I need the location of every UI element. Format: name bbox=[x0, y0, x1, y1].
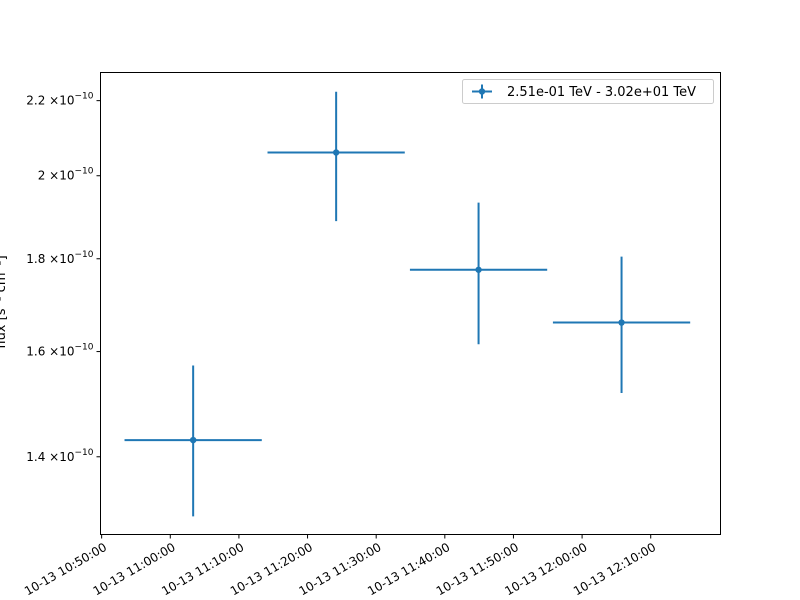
legend-label: 2.51e-01 TeV - 3.02e+01 TeV bbox=[507, 85, 696, 100]
y-tick-label: 1.6 ×10−10 bbox=[26, 343, 94, 359]
legend-marker-icon bbox=[478, 88, 486, 95]
y-axis: 1.4 ×10−10 1.6 ×10−10 1.8 ×10−10 2 ×10−10 2.… bbox=[26, 92, 101, 464]
point-marker bbox=[475, 266, 482, 273]
y-tick-label: 1.4 ×10−10 bbox=[26, 448, 94, 464]
y-tick-label: 2 ×10−10 bbox=[38, 167, 94, 183]
y-axis-label: flux [s⁻¹ cm⁻²] bbox=[0, 255, 9, 348]
data-point bbox=[267, 91, 405, 222]
point-marker bbox=[618, 319, 625, 326]
y-tick-label: 2.2 ×10−10 bbox=[26, 92, 94, 108]
y-tick-label: 1.8 ×10−10 bbox=[26, 250, 94, 266]
legend: 2.51e-01 TeV - 3.02e+01 TeV bbox=[462, 79, 714, 104]
point-marker bbox=[189, 436, 197, 444]
legend-item: 2.51e-01 TeV - 3.02e+01 TeV bbox=[472, 84, 696, 100]
plot-frame bbox=[100, 72, 721, 535]
legend-box bbox=[462, 79, 714, 104]
plot-area bbox=[124, 91, 691, 517]
data-point bbox=[409, 202, 548, 345]
data-point bbox=[124, 365, 262, 517]
point-marker bbox=[332, 149, 340, 156]
data-point bbox=[552, 256, 691, 394]
